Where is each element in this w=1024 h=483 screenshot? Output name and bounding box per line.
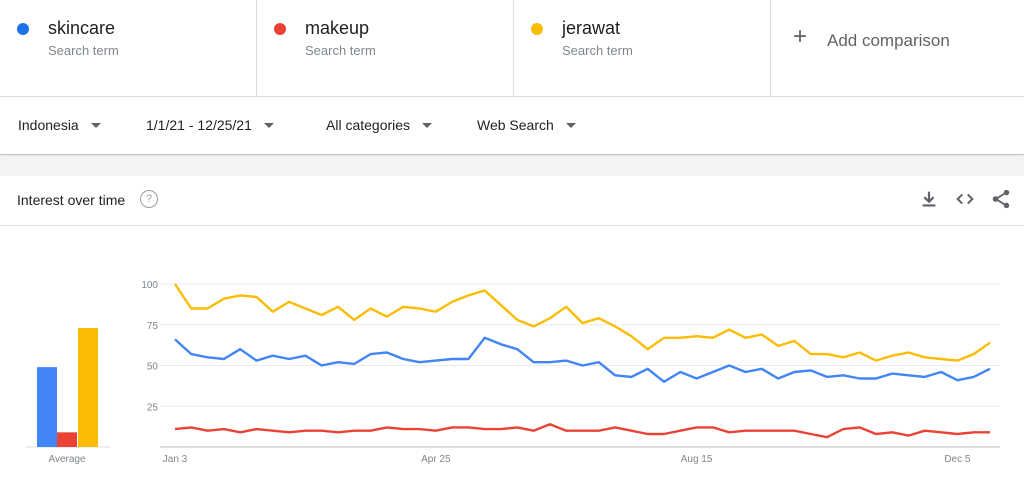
series-color-dot bbox=[274, 23, 286, 35]
interest-over-time-card: Interest over time ? Average 25 50 75 100 Ja… bbox=[0, 176, 1024, 483]
term-type: Search term bbox=[305, 43, 376, 58]
region-dropdown[interactable]: Indonesia bbox=[18, 117, 101, 133]
search-terms-bar: skincare Search term makeup Search term … bbox=[0, 0, 1024, 97]
series-line-skincare[interactable] bbox=[174, 336, 991, 384]
search-type-value: Web Search bbox=[477, 117, 554, 133]
card-header: Interest over time ? bbox=[0, 176, 1024, 226]
y-tick-label: 50 bbox=[147, 362, 159, 373]
average-bar-skincare bbox=[37, 367, 57, 447]
card-title: Interest over time bbox=[17, 192, 126, 208]
caret-down-icon bbox=[565, 122, 576, 128]
date-range-value: 1/1/21 - 12/25/21 bbox=[146, 117, 252, 133]
caret-down-icon bbox=[90, 122, 101, 128]
series-color-dot bbox=[17, 23, 29, 35]
y-tick-label: 75 bbox=[147, 321, 159, 332]
series-lines bbox=[174, 283, 991, 439]
series-line-jerawat[interactable] bbox=[174, 283, 991, 362]
date-range-dropdown[interactable]: 1/1/21 - 12/25/21 bbox=[146, 117, 274, 133]
average-label: Average bbox=[48, 454, 86, 465]
interest-chart: Average 25 50 75 100 Jan 3 Apr 25 Aug 15 Dec 5 bbox=[26, 280, 1000, 465]
x-tick-label: Dec 5 bbox=[944, 454, 971, 465]
term-type: Search term bbox=[48, 43, 119, 58]
term-name: jerawat bbox=[562, 18, 621, 38]
caret-down-icon bbox=[263, 122, 274, 128]
term-card-jerawat[interactable]: jerawat Search term bbox=[514, 0, 771, 96]
average-bar-jerawat bbox=[78, 328, 98, 447]
x-tick-label: Aug 15 bbox=[681, 454, 713, 465]
y-tick-label: 100 bbox=[141, 280, 158, 291]
term-type: Search term bbox=[562, 43, 633, 58]
average-bar-makeup bbox=[57, 432, 77, 447]
download-icon[interactable] bbox=[918, 188, 940, 210]
filter-bar: Indonesia 1/1/21 - 12/25/21 All categori… bbox=[0, 97, 1024, 155]
add-comparison-button[interactable]: + Add comparison bbox=[771, 0, 1024, 96]
series-line-makeup[interactable] bbox=[174, 422, 990, 439]
add-comparison-label: Add comparison bbox=[827, 31, 950, 50]
grid-lines: 25 50 75 100 Jan 3 Apr 25 Aug 15 Dec 5 bbox=[141, 280, 1000, 465]
embed-icon[interactable] bbox=[954, 188, 976, 210]
y-tick-label: 25 bbox=[147, 402, 159, 413]
share-icon[interactable] bbox=[990, 188, 1012, 210]
category-value: All categories bbox=[326, 117, 411, 133]
term-card-makeup[interactable]: makeup Search term bbox=[257, 0, 514, 96]
term-card-skincare[interactable]: skincare Search term bbox=[0, 0, 257, 96]
average-bars: Average bbox=[26, 328, 110, 465]
section-divider bbox=[0, 156, 1024, 176]
x-tick-label: Apr 25 bbox=[421, 454, 451, 465]
help-icon[interactable]: ? bbox=[140, 190, 158, 208]
plus-icon: + bbox=[793, 23, 808, 50]
series-color-dot bbox=[531, 23, 543, 35]
category-dropdown[interactable]: All categories bbox=[326, 117, 433, 133]
search-type-dropdown[interactable]: Web Search bbox=[477, 117, 576, 133]
region-value: Indonesia bbox=[18, 117, 79, 133]
term-name: skincare bbox=[48, 18, 116, 38]
x-tick-label: Jan 3 bbox=[163, 454, 188, 465]
term-name: makeup bbox=[305, 18, 370, 38]
caret-down-icon bbox=[422, 122, 433, 128]
